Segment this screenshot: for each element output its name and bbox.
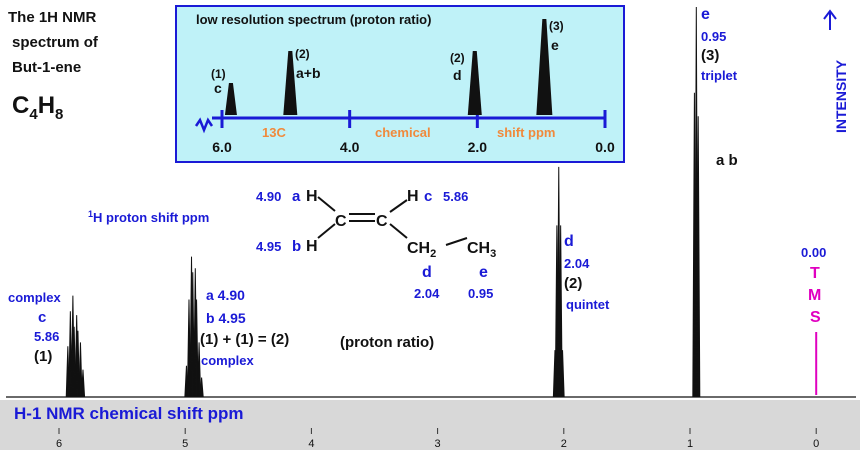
x-axis-band: [0, 400, 860, 450]
ab-b-label: b 4.95: [206, 310, 246, 326]
mol-c-letter: c: [424, 188, 432, 205]
d-shift: 2.04: [564, 256, 590, 271]
inset-tick-label: 6.0: [212, 139, 232, 155]
x-tick-label: 0: [813, 438, 819, 450]
x-tick-label: 2: [561, 438, 567, 450]
inset-peak-c-ratio: (1): [211, 67, 226, 81]
molecular-formula: C4H8: [12, 92, 63, 123]
inset-tick-label: 0.0: [595, 139, 615, 155]
mol-b-shift: 4.95: [256, 239, 281, 254]
peak-ab-7: [199, 377, 204, 398]
peak-c-6: [78, 342, 83, 398]
x-axis-label: H-1 NMR chemical shift ppm: [14, 404, 244, 423]
inset-peak-ab-ratio: (2): [295, 47, 310, 61]
inset-13c-label: 13C: [262, 125, 286, 140]
inset-peak-c-letter: c: [214, 80, 222, 96]
tms-letter-s: S: [810, 309, 821, 326]
mol-c1: C: [335, 213, 347, 230]
peak-ab-6: [196, 342, 202, 398]
inset-peak-d-ratio: (2): [450, 51, 465, 65]
x-axis-ticks: 6 5 4 3 2 1 0: [56, 428, 819, 450]
proton-shift-label: 1H proton shift ppm: [88, 209, 209, 225]
inset-peak-ab-letter: a+b: [296, 65, 321, 81]
x-tick-label: 4: [308, 438, 314, 450]
molecule-structure: 4.90 a H 4.95 b H C C H c 5.86 CH2 CH3 d…: [256, 188, 496, 301]
peak-ab-5: [194, 299, 199, 398]
mol-a-letter: a: [292, 188, 301, 205]
mol-e-shift: 0.95: [468, 286, 493, 301]
x-tick-label: 5: [182, 438, 188, 450]
x-tick-label: 6: [56, 438, 62, 450]
proton-ratio-label: (proton ratio): [340, 334, 434, 351]
c-ratio: (1): [34, 348, 52, 365]
mol-h-b: H: [306, 238, 318, 255]
e-shift: 0.95: [701, 29, 726, 44]
inset-tick-label: 4.0: [340, 139, 360, 155]
inset-peaks: [224, 19, 553, 115]
e-multiplet: triplet: [701, 68, 738, 83]
ab-complex-label: complex: [201, 353, 255, 368]
inset-break-mark: [194, 117, 214, 134]
x-tick-label: 1: [687, 438, 693, 450]
title-line-1: The 1H NMR: [8, 9, 97, 26]
intensity-arrow-icon: [823, 9, 837, 30]
mol-c-shift: 5.86: [443, 189, 468, 204]
peak-e-2: [696, 116, 701, 398]
mol-a-shift: 4.90: [256, 189, 281, 204]
mol-c2: C: [376, 213, 388, 230]
mol-e-letter: e: [479, 264, 488, 281]
mol-ch3: CH3: [467, 240, 496, 260]
inset-peak-3: [536, 19, 553, 115]
inset-shift-label: shift ppm: [497, 125, 556, 140]
inset-title: low resolution spectrum (proton ratio): [196, 12, 431, 27]
inset-chemical-label: chemical: [375, 125, 431, 140]
mol-ch2: CH2: [407, 240, 436, 260]
inset-peak-1: [283, 51, 298, 115]
e-ratio: (3): [701, 47, 719, 64]
d-letter: d: [564, 233, 574, 250]
d-ratio: (2): [564, 275, 582, 292]
inset-ticks: 6.0 4.0 2.0 0.0: [212, 110, 615, 155]
ab-top-label: a b: [716, 152, 738, 169]
tms-letter-m: M: [808, 287, 821, 304]
peak-d-3: [558, 225, 563, 398]
c-shift: 5.86: [34, 329, 59, 344]
tms-shift: 0.00: [801, 245, 826, 260]
mol-b-letter: b: [292, 238, 301, 255]
inset-peak-e-letter: e: [551, 37, 559, 53]
intensity-label: INTENSITY: [833, 59, 849, 133]
mol-h-a: H: [306, 188, 318, 205]
spectrum-peaks: [65, 6, 818, 398]
ab-a-label: a 4.90: [206, 287, 245, 303]
inset-tick-label: 2.0: [468, 139, 488, 155]
inset-peak-d-letter: d: [453, 67, 462, 83]
peak-c-5: [75, 330, 81, 398]
d-multiplet: quintet: [566, 297, 610, 312]
mol-d-shift: 2.04: [414, 286, 440, 301]
peak-d-4: [560, 350, 565, 398]
tms-letter-t: T: [810, 265, 820, 282]
x-tick-label: 3: [435, 438, 441, 450]
peak-c-7: [80, 369, 86, 398]
inset-peak-0: [224, 83, 237, 115]
c-letter: c: [38, 309, 46, 326]
c-complex-label: complex: [8, 290, 62, 305]
inset-peak-2: [467, 51, 482, 115]
title-line-3: But-1-ene: [12, 59, 81, 76]
mol-h-c: H: [407, 188, 419, 205]
inset-peak-e-ratio: (3): [549, 19, 564, 33]
e-letter: e: [701, 6, 710, 23]
title-line-2: spectrum of: [12, 34, 99, 51]
mol-d-letter: d: [422, 264, 432, 281]
ab-sum-label: (1) + (1) = (2): [200, 331, 289, 348]
